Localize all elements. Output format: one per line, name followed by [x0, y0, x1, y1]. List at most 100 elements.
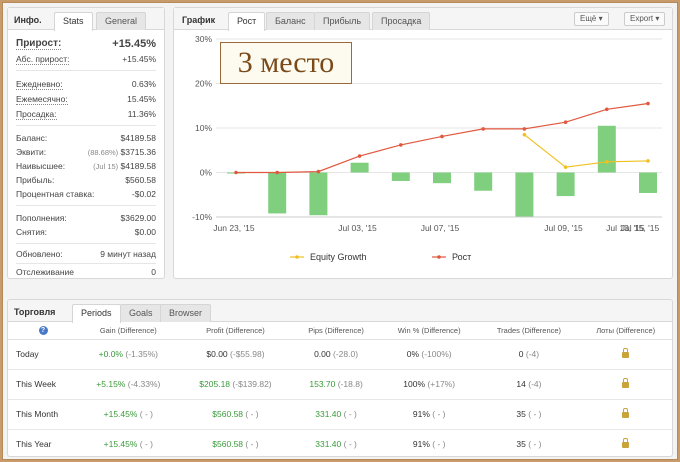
updated-row: Обновлено: 9 минут назад [16, 248, 156, 260]
lock-icon[interactable] [622, 408, 630, 418]
more-button-label: Ещё [580, 14, 597, 23]
series-point [522, 132, 527, 137]
lock-icon[interactable] [622, 438, 630, 448]
series-point [646, 101, 650, 106]
lock-icon[interactable] [622, 378, 630, 388]
series-point [440, 134, 444, 139]
deposits-row: Пополнения: $3629.00 [16, 212, 156, 224]
period-name: This Month [8, 399, 78, 430]
period-name: This Week [8, 369, 78, 400]
profit-row: Прибыль: $560.58 [16, 174, 156, 186]
cell-diff: (-4.33%) [127, 379, 161, 389]
balance-row: Баланс: $4189.58 [16, 132, 156, 144]
chart-title: График [182, 15, 216, 25]
help-icon[interactable]: ? [38, 326, 48, 336]
daily-row: Ежедневно: 0.63% [16, 78, 156, 90]
tab-periods[interactable]: Periods [72, 304, 121, 323]
tab-growth[interactable]: Рост [228, 12, 266, 31]
updated-value: 9 минут назад [100, 249, 156, 259]
cell-value: $560.58 [212, 439, 244, 449]
series-point [563, 165, 568, 169]
withdrawals-value: $0.00 [134, 227, 156, 237]
monthly-value: 15.45% [127, 94, 156, 104]
trading-panel: Торговля Periods Goals Browser ? Gain (D… [7, 299, 673, 457]
bar [556, 172, 575, 197]
cell-diff: (-4) [528, 379, 542, 389]
cell-diff: ( - ) [528, 409, 542, 419]
withdrawals-row: Снятия: $0.00 [16, 226, 156, 238]
series-line [524, 134, 649, 168]
highest-label: Наивысшее: [16, 161, 66, 171]
tab-drawdown[interactable]: Просадка [372, 12, 431, 30]
x-tick-label: Jul 07, '15 [421, 223, 460, 233]
cell-diff: ( - ) [343, 439, 357, 449]
y-tick-label: 10% [195, 123, 212, 133]
series-point [481, 127, 486, 131]
col-win[interactable]: Win % (Difference) [379, 322, 479, 340]
cell-diff: (-1.35%) [125, 349, 158, 359]
abs-gain-label: Абс. прирост: [16, 53, 70, 65]
col-profit[interactable]: Profit (Difference) [178, 322, 293, 340]
cell-value: 0.00 [314, 349, 331, 359]
tab-stats[interactable]: Stats [54, 12, 93, 31]
tracking-value: 0 [151, 267, 156, 277]
tracking-row: Отслеживание 0 [16, 266, 156, 278]
tab-goals[interactable]: Goals [120, 304, 162, 322]
col-trades[interactable]: Trades (Difference) [478, 322, 580, 340]
cell-value: 91% [412, 409, 430, 419]
bar [639, 172, 657, 193]
col-gain[interactable]: Gain (Difference) [78, 322, 179, 340]
cell-diff: (-100%) [421, 349, 452, 359]
cell-diff: ( - ) [139, 409, 154, 419]
bar [309, 172, 328, 216]
tab-balance[interactable]: Баланс [266, 12, 315, 30]
gain-value: +15.45% [112, 38, 156, 50]
gain-row: Прирост: +15.45% [16, 37, 156, 51]
y-tick-label: 0% [200, 168, 213, 178]
tab-general[interactable]: General [96, 12, 147, 30]
cell-diff: (-4) [525, 349, 540, 359]
series-point [522, 127, 527, 131]
rank-overlay: 3 место [220, 42, 352, 84]
series-point [646, 159, 650, 163]
cell-diff: ( - ) [139, 439, 154, 449]
cell-diff: ( - ) [245, 409, 259, 419]
chevron-down-icon: ▾ [655, 14, 660, 23]
lock-icon[interactable] [622, 348, 630, 358]
divider [16, 263, 156, 264]
table-row: This Year +15.45% ( - ) $560.58 ( - ) 331.4… [8, 429, 672, 456]
x-tick-label: Jul 13, '15 [606, 223, 645, 233]
period-name: Today [8, 339, 78, 370]
cell-value: $0.00 [206, 349, 228, 359]
cell-diff: ( - ) [432, 409, 446, 419]
divider [16, 125, 156, 126]
interest-value: -$0.02 [131, 189, 156, 199]
monthly-row: Ежемесячно: 15.45% [16, 93, 156, 105]
legend-marker [295, 255, 299, 259]
updated-label: Обновлено: [16, 249, 63, 259]
col-lots[interactable]: Лоты (Difference) [579, 322, 672, 340]
more-button[interactable]: Ещё ▾ [574, 12, 609, 26]
cell-value: +15.45% [103, 439, 138, 449]
export-button[interactable]: Export ▾ [624, 12, 666, 26]
profit-label: Прибыль: [16, 175, 55, 185]
table-row: This Month +15.45% ( - ) $560.58 ( - ) 331.… [8, 399, 672, 430]
cell-diff: (-18.8) [337, 379, 363, 389]
cell-diff: ( - ) [245, 439, 259, 449]
trading-title: Торговля [14, 307, 56, 317]
tab-browser[interactable]: Browser [160, 304, 212, 322]
cell-value: 91% [412, 439, 430, 449]
col-pips[interactable]: Pips (Difference) [292, 322, 380, 340]
cell-diff: ( - ) [528, 439, 542, 449]
abs-gain-value: +15.45% [122, 54, 156, 64]
cell-value: 35 [516, 439, 526, 449]
y-tick-label: 30% [195, 34, 212, 44]
cell-value: +5.15% [96, 379, 126, 389]
cell-diff: ( - ) [343, 409, 357, 419]
divider [16, 70, 156, 71]
tab-profit[interactable]: Прибыль [314, 12, 371, 30]
chart-tabbar: График Рост Баланс Прибыль Просадка Ещё … [174, 8, 672, 31]
profit-value: $560.58 [125, 175, 156, 185]
info-panel: Инфо. Stats General Прирост: +15.45% Абс… [7, 7, 165, 279]
